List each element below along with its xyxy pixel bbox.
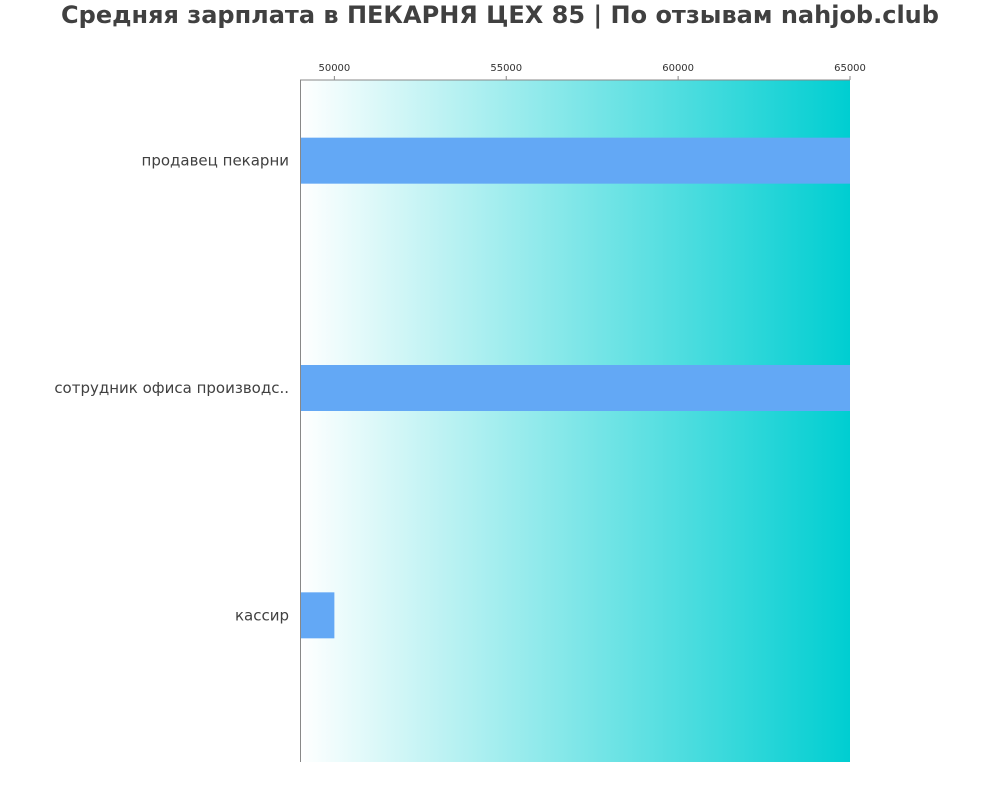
x-tick-label: 65000 (834, 63, 866, 74)
bar (300, 592, 335, 639)
bar (300, 365, 850, 411)
category-label: сотрудник офиса производс.. (54, 379, 289, 397)
x-tick-label: 60000 (662, 63, 694, 74)
category-label: кассир (235, 606, 289, 624)
category-label: продавец пекарни (142, 152, 289, 170)
bar (300, 137, 850, 184)
x-tick-label: 50000 (318, 63, 350, 74)
plot-background (300, 80, 850, 762)
x-tick-label: 55000 (490, 63, 522, 74)
chart-title: Средняя зарплата в ПЕКАРНЯ ЦЕХ 85 | По о… (61, 1, 939, 29)
